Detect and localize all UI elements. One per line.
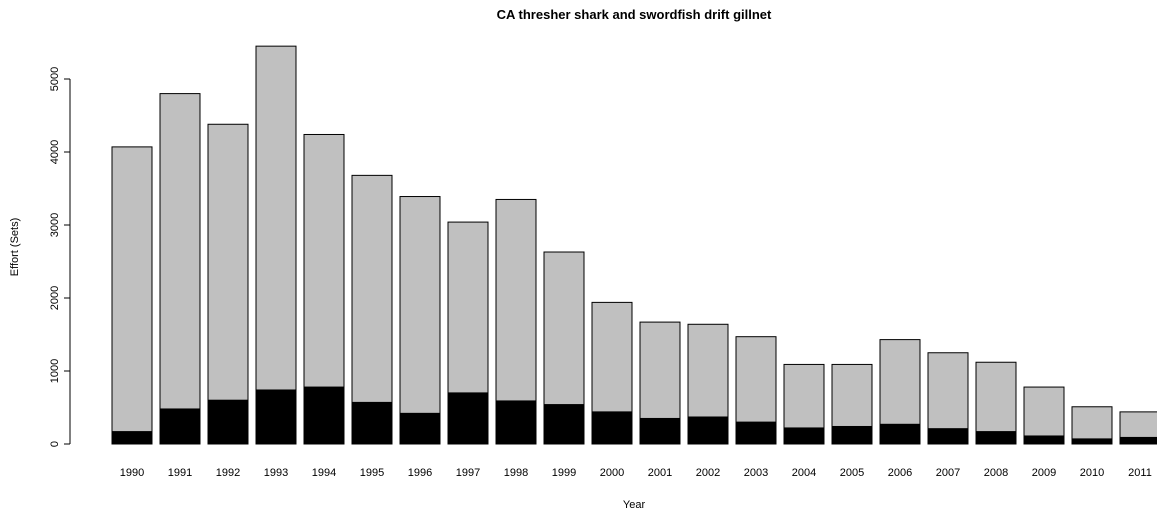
bar-segment-2001-lower (639, 417, 681, 445)
bar-segment-1994-lower (303, 386, 345, 445)
bar-segment-1992-upper (207, 123, 249, 401)
y-tick-label: 4000 (49, 140, 61, 164)
x-tick-label-1999: 1999 (552, 467, 576, 479)
bar-segment-2011-lower (1119, 436, 1157, 445)
bar-segment-2011-upper (1119, 411, 1157, 438)
x-tick-label-2004: 2004 (792, 467, 816, 479)
x-tick-labels: 1990 1991 1992 1993 1994 1995 1996 1997 1998 1999… (120, 467, 1152, 479)
bar-segment-1995-lower (351, 401, 393, 445)
bar-segment-2003-lower (735, 421, 777, 445)
chart-title: CA thresher shark and swordfish drift gi… (497, 7, 772, 22)
bars (111, 45, 1157, 445)
bar-segment-1998-lower (495, 400, 537, 445)
bar-segment-1997-upper (447, 221, 489, 394)
bar-segment-2009-lower (1023, 435, 1065, 445)
x-tick-label-2009: 2009 (1032, 467, 1056, 479)
bar-segment-1994-upper (303, 133, 345, 388)
bar-segment-2007-lower (927, 428, 969, 445)
bar-segment-2009-upper (1023, 386, 1065, 437)
x-tick-label-1997: 1997 (456, 467, 480, 479)
bar-segment-2008-lower (975, 431, 1017, 445)
x-tick-label-2005: 2005 (840, 467, 864, 479)
x-tick-label-2000: 2000 (600, 467, 624, 479)
x-tick-label-2007: 2007 (936, 467, 960, 479)
x-tick-label-2010: 2010 (1080, 467, 1104, 479)
bar-segment-2010-upper (1071, 406, 1113, 440)
bar-segment-1990-upper (111, 146, 153, 433)
bar-segment-1999-lower (543, 404, 585, 445)
bar-segment-1996-lower (399, 412, 441, 445)
bar-segment-1990-lower (111, 431, 153, 445)
x-tick-label-1991: 1991 (168, 467, 192, 479)
bar-segment-1998-upper (495, 198, 537, 402)
x-tick-label-2008: 2008 (984, 467, 1008, 479)
bar-segment-2002-upper (687, 323, 729, 418)
bar-segment-2005-lower (831, 425, 873, 445)
y-tick-label: 0 (49, 441, 61, 447)
y-axis: 0 1000 2000 3000 4000 5000 (49, 67, 71, 447)
bar-segment-1997-lower (447, 392, 489, 445)
bar-segment-1991-lower (159, 408, 201, 445)
y-tick-label: 3000 (49, 213, 61, 237)
bar-segment-1991-upper (159, 93, 201, 410)
x-tick-label-1996: 1996 (408, 467, 432, 479)
bar-segment-2004-upper (783, 363, 825, 429)
bar-segment-2000-upper (591, 301, 633, 413)
bar-segment-2008-upper (975, 361, 1017, 433)
x-tick-label-2006: 2006 (888, 467, 912, 479)
x-tick-label-1993: 1993 (264, 467, 288, 479)
bar-segment-1993-upper (255, 45, 297, 391)
x-tick-label-2011: 2011 (1128, 467, 1152, 479)
bar-segment-2010-lower (1071, 438, 1113, 445)
bar-segment-1993-lower (255, 389, 297, 445)
bar-segment-1995-upper (351, 174, 393, 403)
bar-segment-1992-lower (207, 399, 249, 445)
y-tick-label: 2000 (49, 286, 61, 310)
bar-segment-2001-upper (639, 321, 681, 419)
bar-segment-2007-upper (927, 352, 969, 430)
bar-segment-2006-lower (879, 423, 921, 445)
x-axis-label: Year (623, 499, 646, 511)
x-tick-label-2002: 2002 (696, 467, 720, 479)
y-axis-label: Effort (Sets) (9, 218, 21, 276)
bar-segment-2000-lower (591, 411, 633, 445)
x-tick-label-1992: 1992 (216, 467, 240, 479)
x-tick-label-1998: 1998 (504, 467, 528, 479)
x-tick-label-1990: 1990 (120, 467, 144, 479)
x-tick-label-1995: 1995 (360, 467, 384, 479)
x-tick-label-1994: 1994 (312, 467, 336, 479)
bar-segment-1999-upper (543, 251, 585, 406)
bar-segment-2003-upper (735, 336, 777, 423)
bar-segment-1996-upper (399, 196, 441, 414)
bar-segment-2006-upper (879, 339, 921, 425)
y-tick-label: 5000 (49, 67, 61, 91)
bar-segment-2005-upper (831, 363, 873, 427)
bar-segment-2002-lower (687, 416, 729, 445)
y-tick-label: 1000 (49, 359, 61, 383)
bar-segment-2004-lower (783, 427, 825, 445)
x-tick-label-2003: 2003 (744, 467, 768, 479)
x-tick-label-2001: 2001 (648, 467, 672, 479)
